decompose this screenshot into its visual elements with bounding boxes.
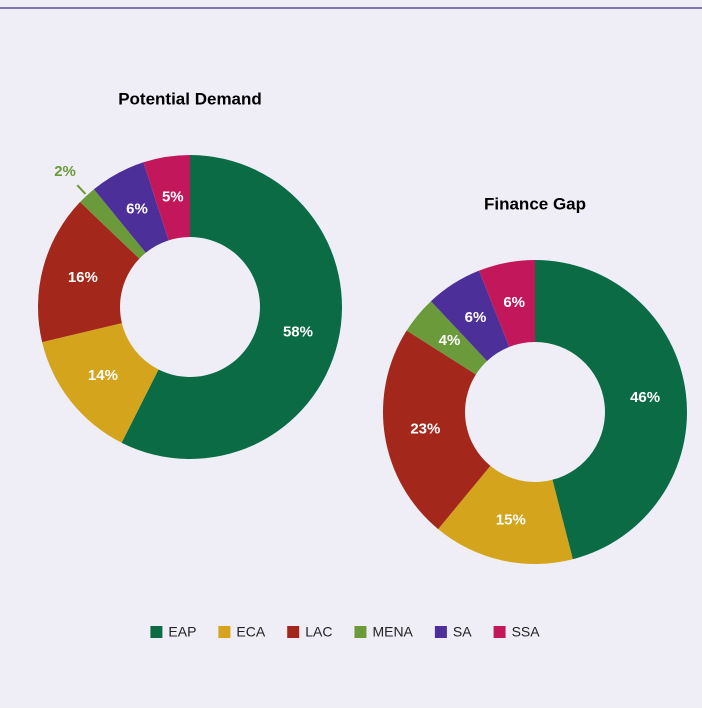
value-label: 6% (503, 294, 525, 311)
donut-slice: SSA (143, 155, 190, 241)
value-label: 15% (496, 511, 526, 528)
donut-slice: ECA (42, 323, 159, 443)
donut-slice: SA (93, 162, 169, 253)
chart-title: Potential Demand (118, 89, 262, 108)
legend-label: SA (453, 624, 472, 640)
donut-slice: MENA (80, 189, 146, 259)
legend-swatch (493, 626, 506, 638)
donut-slice: LAC (383, 330, 491, 530)
legend-label: LAC (305, 624, 332, 640)
value-label: 5% (162, 188, 184, 205)
legend-label: ECA (236, 624, 265, 640)
donut-slice: LAC (38, 202, 140, 343)
donut-slice: EAP (121, 155, 343, 459)
legend-label: SSA (512, 624, 541, 640)
donut-slice: ECA (438, 465, 573, 564)
legend-swatch (434, 626, 447, 638)
legend-label: MENA (372, 624, 413, 640)
value-label: 46% (630, 389, 660, 406)
value-label: 16% (68, 269, 98, 286)
value-label: 6% (126, 200, 148, 217)
donut-slice: SSA (479, 260, 535, 347)
value-label: 6% (465, 309, 487, 326)
value-label: 14% (88, 367, 118, 384)
legend-swatch (354, 626, 367, 638)
donut-slice: EAP (535, 260, 688, 560)
chart-title: Finance Gap (484, 194, 586, 213)
value-label: 2% (54, 163, 76, 180)
value-label: 58% (283, 324, 313, 341)
donut-slice: MENA (406, 301, 488, 375)
value-label: 23% (410, 420, 440, 437)
donut-slice: SA (430, 270, 510, 361)
legend-swatch (218, 626, 231, 638)
legend-swatch (150, 626, 163, 638)
legend-swatch (287, 626, 300, 638)
leader-line (76, 184, 87, 195)
value-label: 4% (439, 332, 461, 349)
legend-label: EAP (168, 624, 196, 640)
